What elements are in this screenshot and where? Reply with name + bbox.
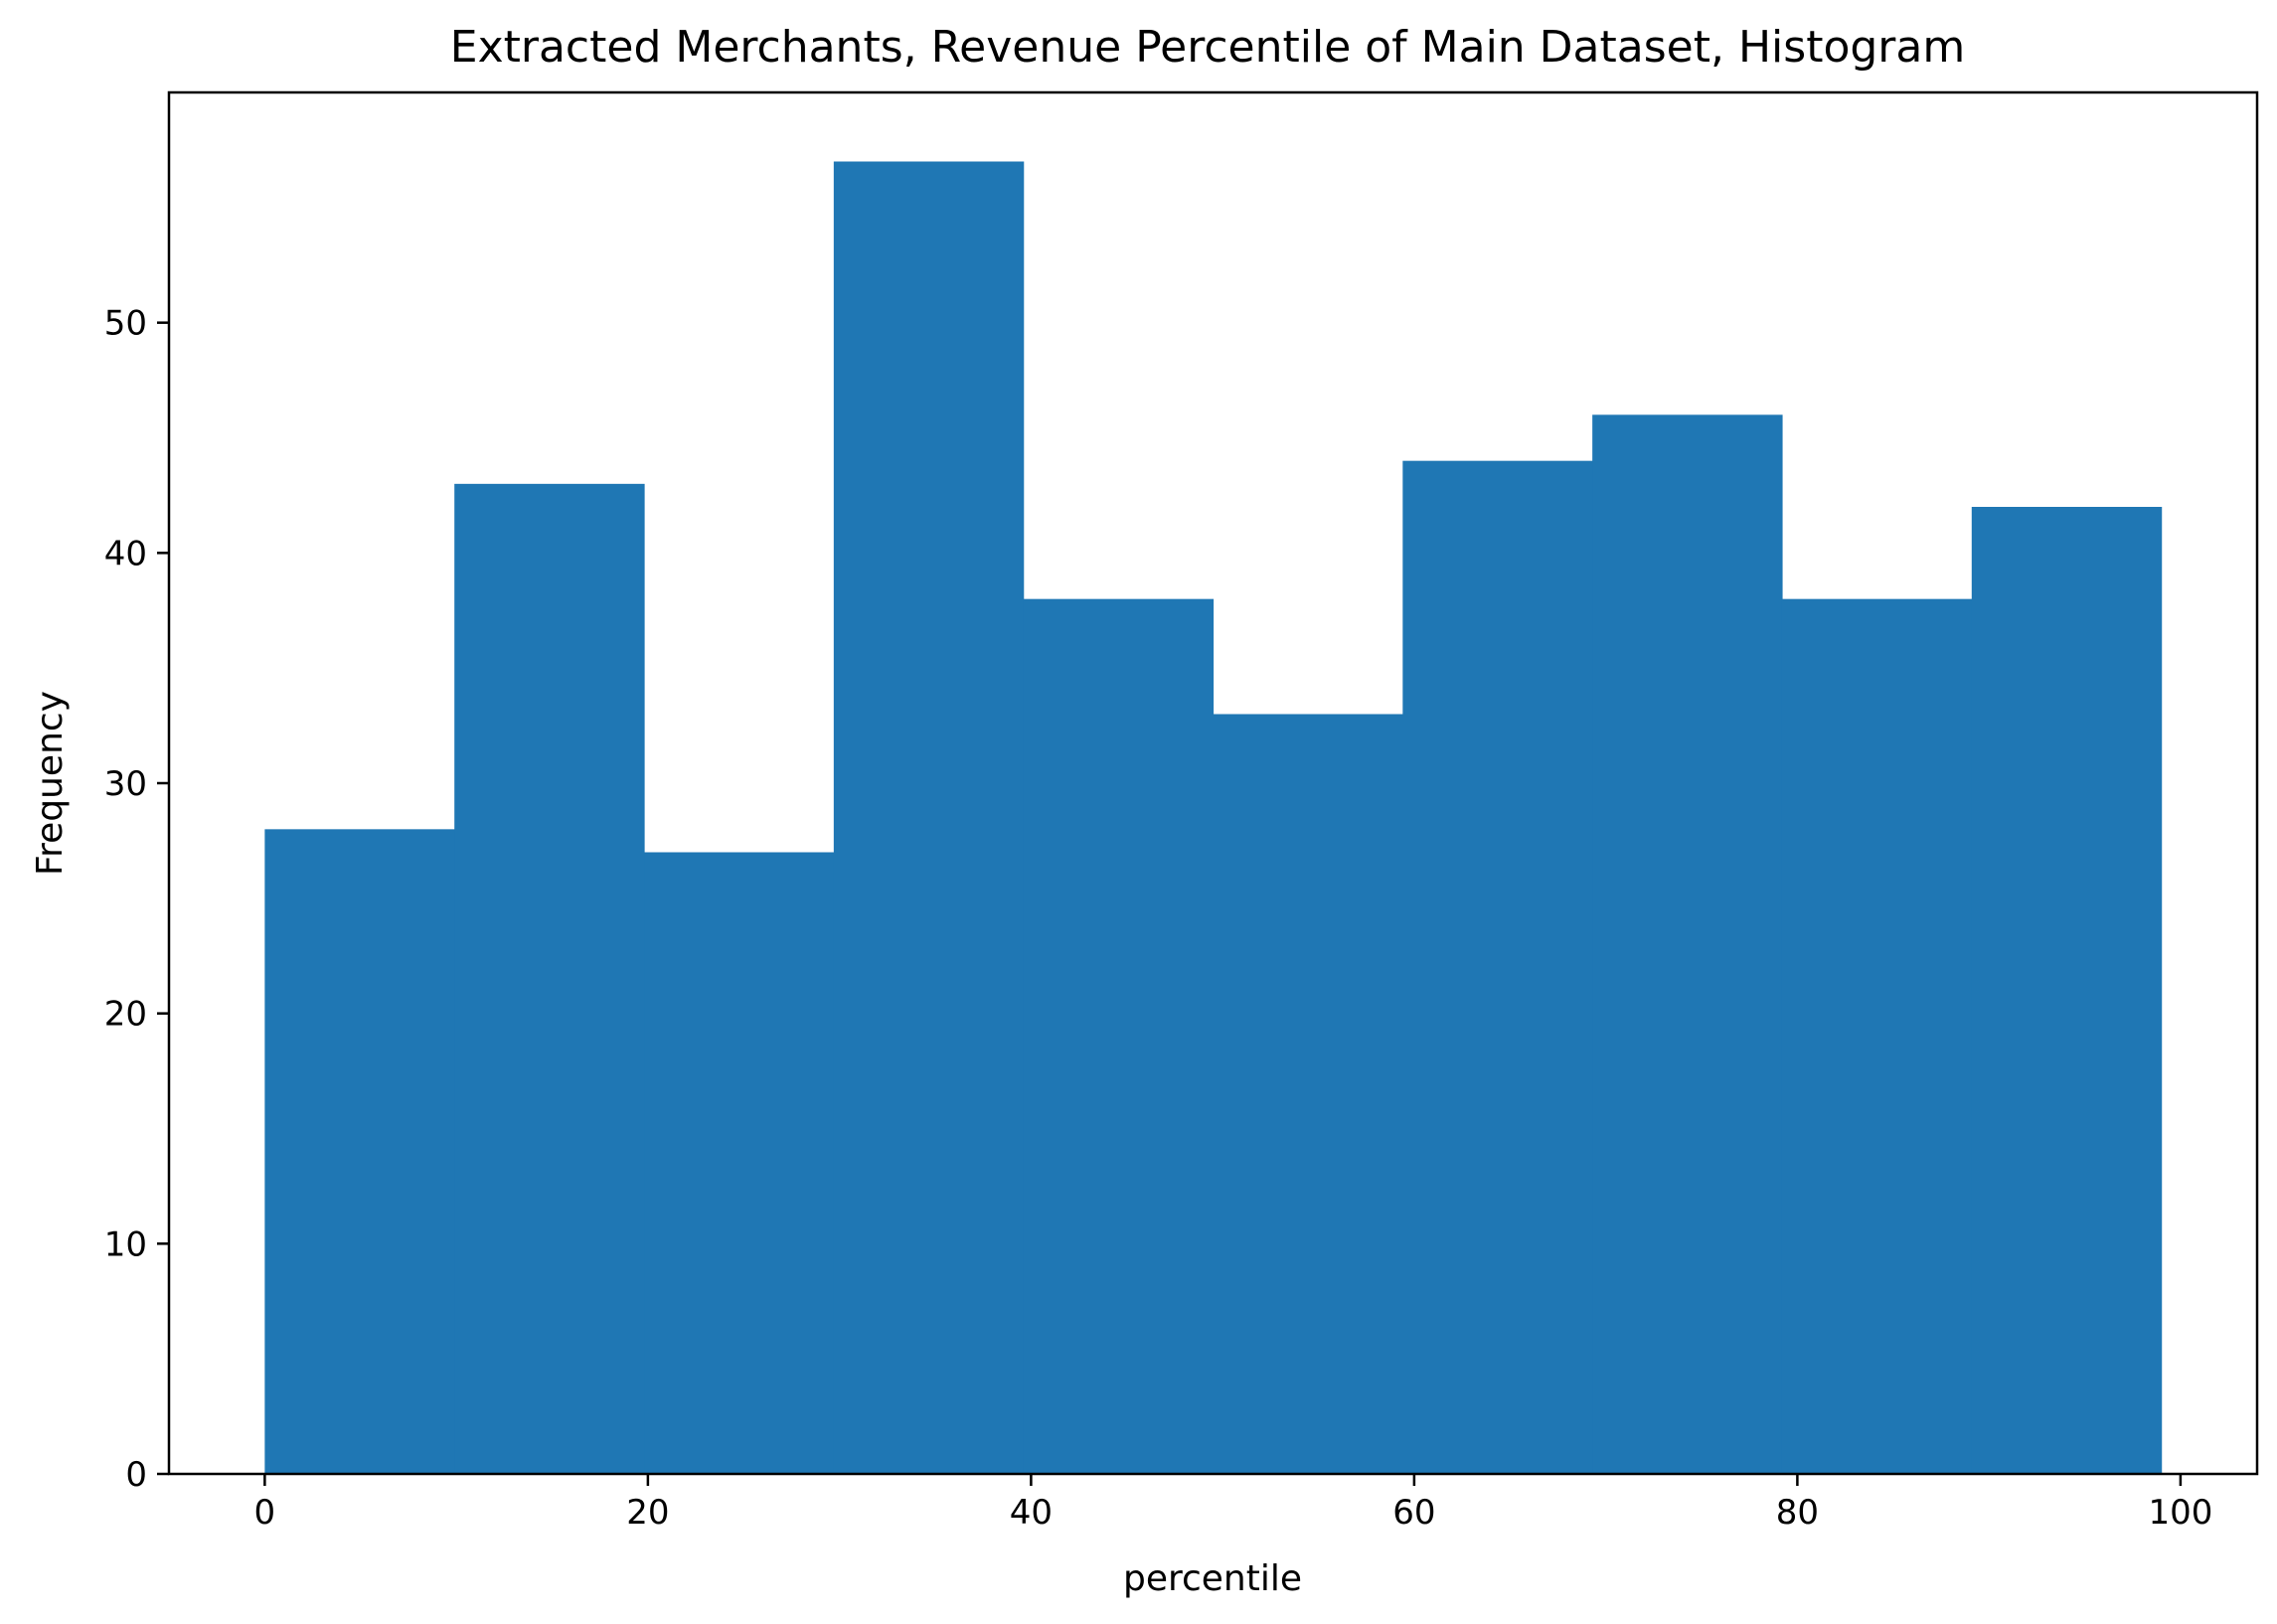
x-tick-label-100: 100 [2148,1493,2212,1533]
x-tick-label-0: 0 [254,1493,276,1533]
y-tick-label-10: 10 [104,1224,147,1264]
y-tick-label-30: 30 [104,764,147,804]
x-tick-label-60: 60 [1392,1493,1435,1533]
plot-frame [167,90,2259,1476]
histogram-bar-2 [454,483,645,1474]
histogram-bar-6 [1213,714,1403,1474]
histogram-bars [264,161,2163,1475]
histogram-bar-9 [1781,598,1973,1474]
x-axis-ticks: 0 20 40 60 80 100 [254,1474,2212,1533]
histogram-bar-4 [833,161,1025,1474]
y-tick-label-20: 20 [104,995,147,1035]
histogram-bar-8 [1592,414,1783,1474]
x-tick-label-80: 80 [1776,1493,1819,1533]
y-tick-label-40: 40 [104,534,147,573]
y-axis-ticks: 0 10 20 30 40 50 [104,304,169,1495]
y-tick-label-0: 0 [125,1455,147,1495]
y-tick-label-50: 50 [104,304,147,344]
histogram-bar-10 [1971,507,2163,1474]
y-axis-label: Frequency [30,691,71,876]
x-tick-label-20: 20 [626,1493,669,1533]
x-axis-label: percentile [1123,1558,1302,1599]
histogram-bar-7 [1402,460,1593,1475]
histogram-bar-5 [1023,598,1215,1474]
chart-title: Extracted Merchants, Revenue Percentile … [450,22,1965,73]
histogram-bar-3 [644,852,835,1474]
histogram-bar-1 [264,829,455,1474]
x-tick-label-40: 40 [1010,1493,1053,1533]
